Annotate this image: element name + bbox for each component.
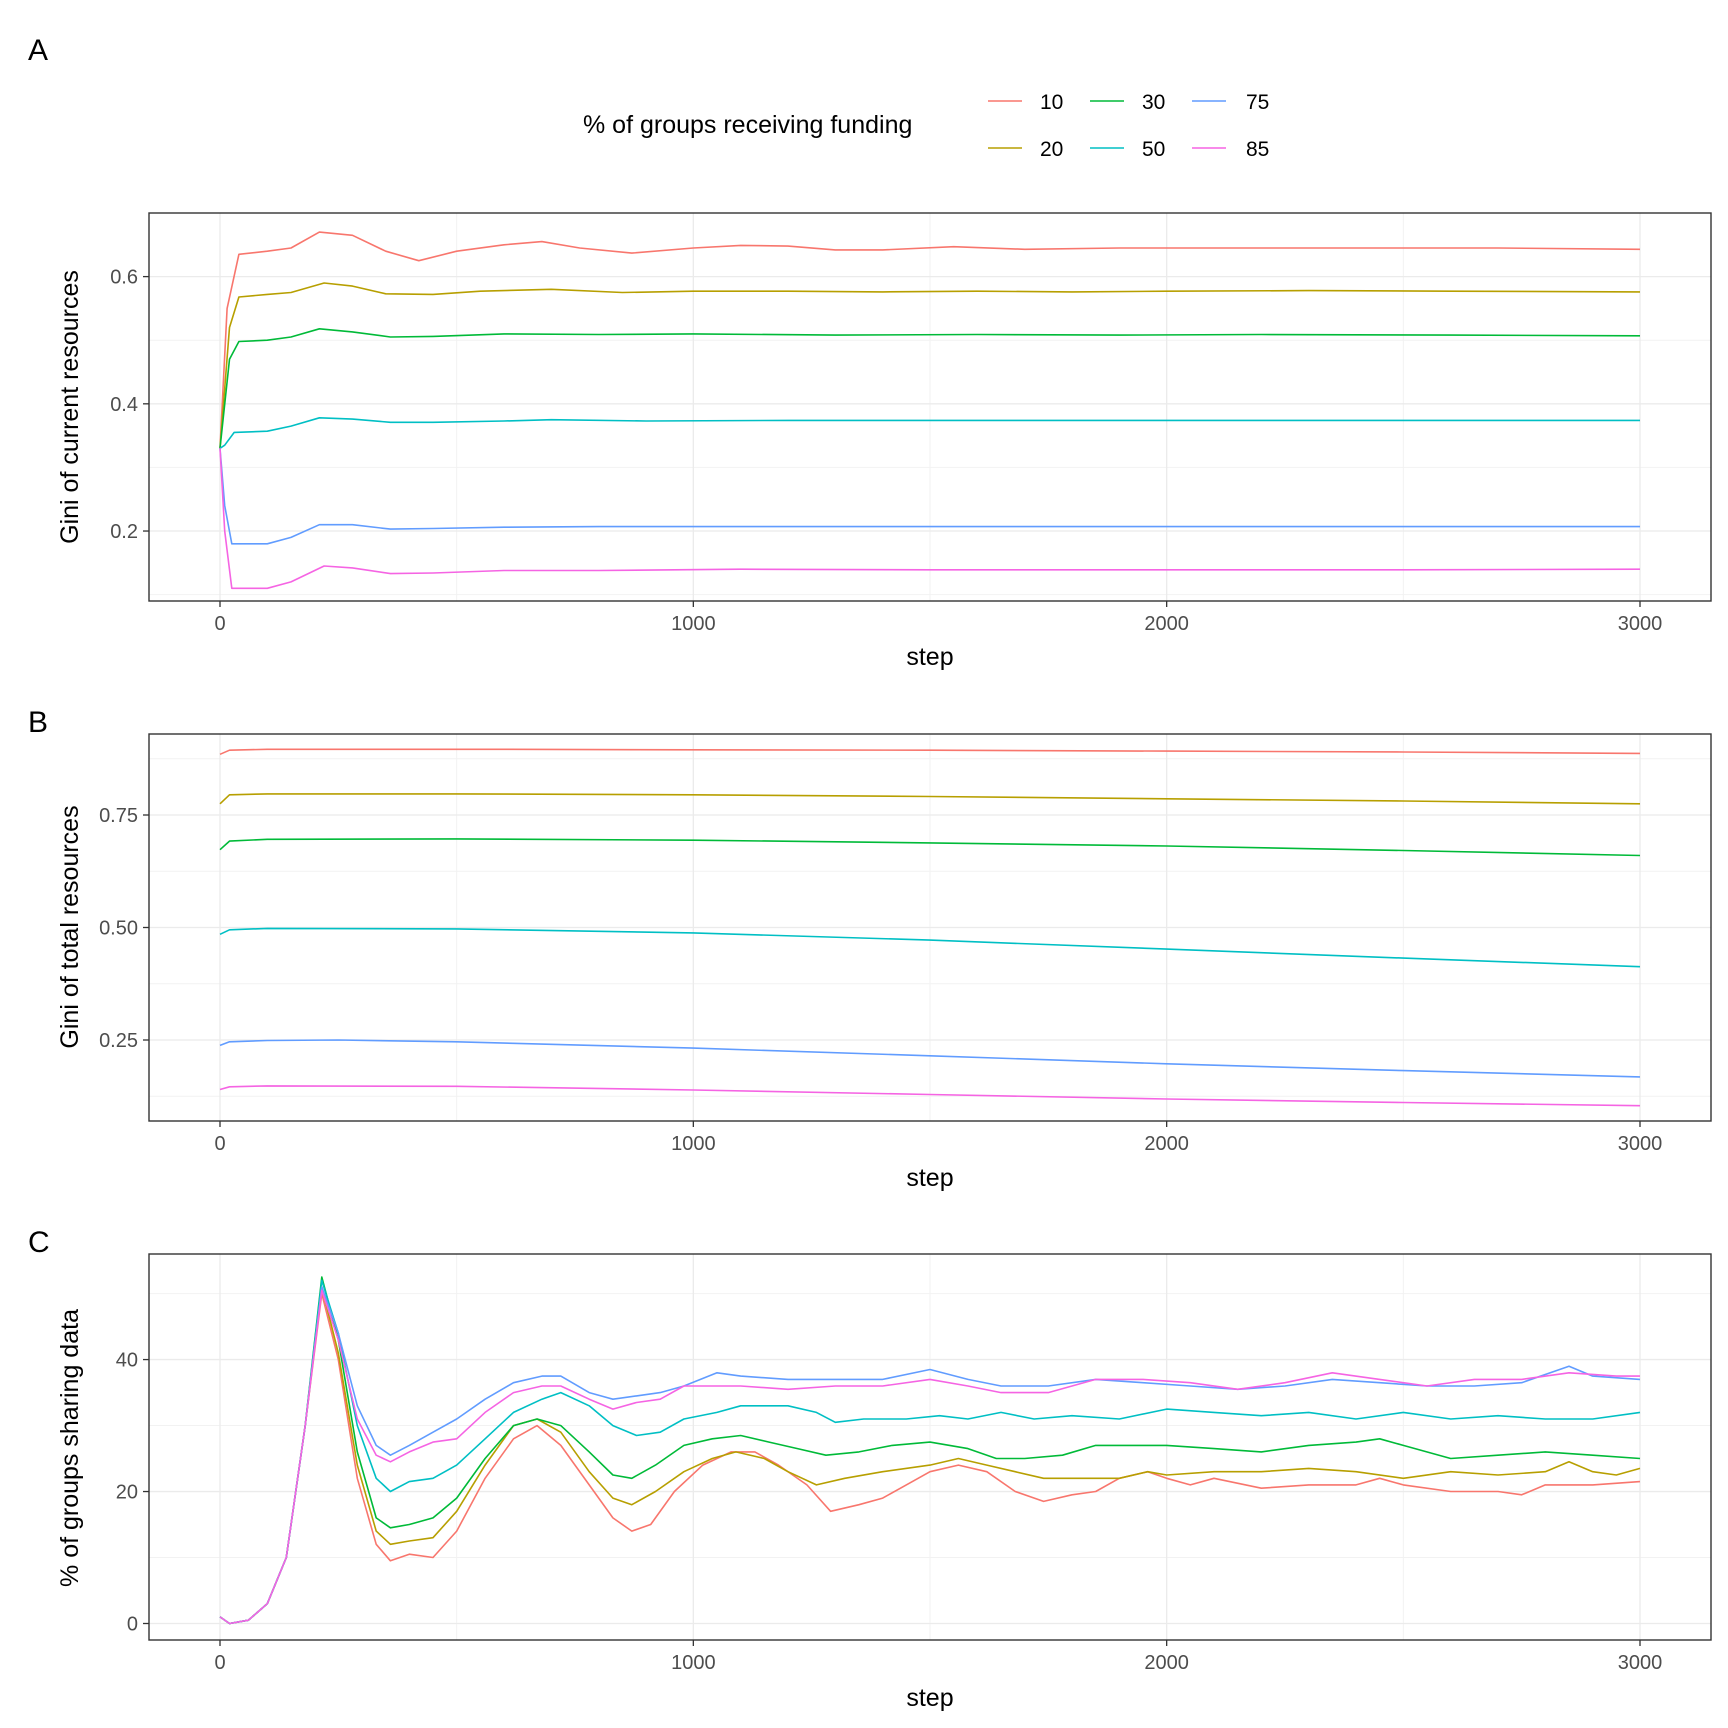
panel-c-y-axis-title: % of groups sharing data [56,1309,84,1587]
legend-title: % of groups receiving funding [583,111,912,139]
panel-b-series-line-85 [219,1085,1641,1107]
panel-a-border [148,212,1712,602]
panel-a-series-line-10 [219,231,1641,449]
panel-b-tag: B [28,706,48,739]
legend-label-85: 85 [1246,138,1269,161]
panel-a-y-tick-label: 0.6 [110,267,138,289]
panel-a-series-line-85 [219,448,1641,590]
panel-b-plot: 0 1000 2000 3000 0.25 0.50 0.75 [99,733,1712,1155]
panel-a-series-line-20 [219,282,1641,449]
legend-label-10: 10 [1040,91,1063,114]
legend-label-75: 75 [1246,91,1269,114]
panel-a-y-axis-title: Gini of current resources [56,270,84,544]
panel-c-x-axis-title: step [906,1684,953,1712]
panel-a-series-line-50 [219,417,1640,449]
panel-b-series-line-10 [219,748,1641,756]
panel-b-x-tick-label: 0 [214,1133,225,1155]
panel-a-x-tick-label: 0 [214,613,225,635]
legend: % of groups receiving funding 10 20 30 5… [583,91,1269,161]
panel-c-x-tick-label: 1000 [671,1652,716,1674]
panel-c-series-line-10 [219,1292,1641,1625]
panel-b: B 0 1000 2000 3000 0.25 0.50 0.75 step Gini of… [28,706,1712,1192]
panel-b-series-line-30 [219,838,1641,857]
panel-b-series-line-20 [219,793,1641,805]
panel-c-plot: 0 1000 2000 3000 0 20 40 [116,1253,1712,1674]
panel-c-x-tick-label: 0 [214,1652,225,1674]
legend-label-50: 50 [1142,138,1165,161]
panel-c-border [148,1253,1712,1641]
panel-a-series-line-30 [219,328,1641,449]
panel-c-tag: C [28,1226,50,1259]
panel-a-y-tick-label: 0.4 [110,394,138,416]
panel-b-series-line-50 [219,927,1641,968]
panel-c: C 0 1000 2000 3000 0 20 40 step % of groups sh… [28,1226,1712,1712]
panel-c-y-tick-label: 20 [116,1482,138,1504]
panel-b-x-axis-title: step [906,1164,953,1192]
panel-b-y-tick-label: 0.75 [99,805,138,827]
panel-c-series-line-85 [219,1289,1640,1625]
panel-a-tag: A [28,34,48,67]
panel-c-series-line-30 [219,1276,1641,1625]
panel-b-x-tick-label: 2000 [1144,1133,1189,1155]
panel-c-x-tick-label: 3000 [1618,1652,1663,1674]
panel-b-y-tick-label: 0.25 [99,1030,138,1052]
panel-a: A 0 1000 2000 3000 0.2 0.4 0.6 step Gini of cu… [28,34,1712,671]
panel-b-y-tick-label: 0.50 [99,918,138,940]
panel-b-series-line-75 [219,1039,1641,1078]
panel-b-y-axis-title: Gini of total resources [56,805,84,1048]
panel-a-x-tick-label: 1000 [671,613,716,635]
panel-c-x-tick-label: 2000 [1144,1652,1189,1674]
panel-c-y-tick-label: 40 [116,1350,138,1372]
panel-a-plot: 0 1000 2000 3000 0.2 0.4 0.6 [110,212,1712,635]
panel-c-y-tick-label: 0 [127,1614,138,1636]
legend-label-30: 30 [1142,91,1165,114]
panel-a-x-axis-title: step [906,643,953,671]
legend-label-20: 20 [1040,138,1063,161]
panel-a-x-tick-label: 2000 [1144,613,1189,635]
panel-b-x-tick-label: 3000 [1618,1133,1663,1155]
panel-a-y-tick-label: 0.2 [110,521,138,543]
panel-a-series-line-75 [219,448,1640,545]
panel-c-series-line-20 [219,1286,1641,1625]
panel-b-x-tick-label: 1000 [671,1133,716,1155]
panel-a-x-tick-label: 3000 [1618,613,1663,635]
